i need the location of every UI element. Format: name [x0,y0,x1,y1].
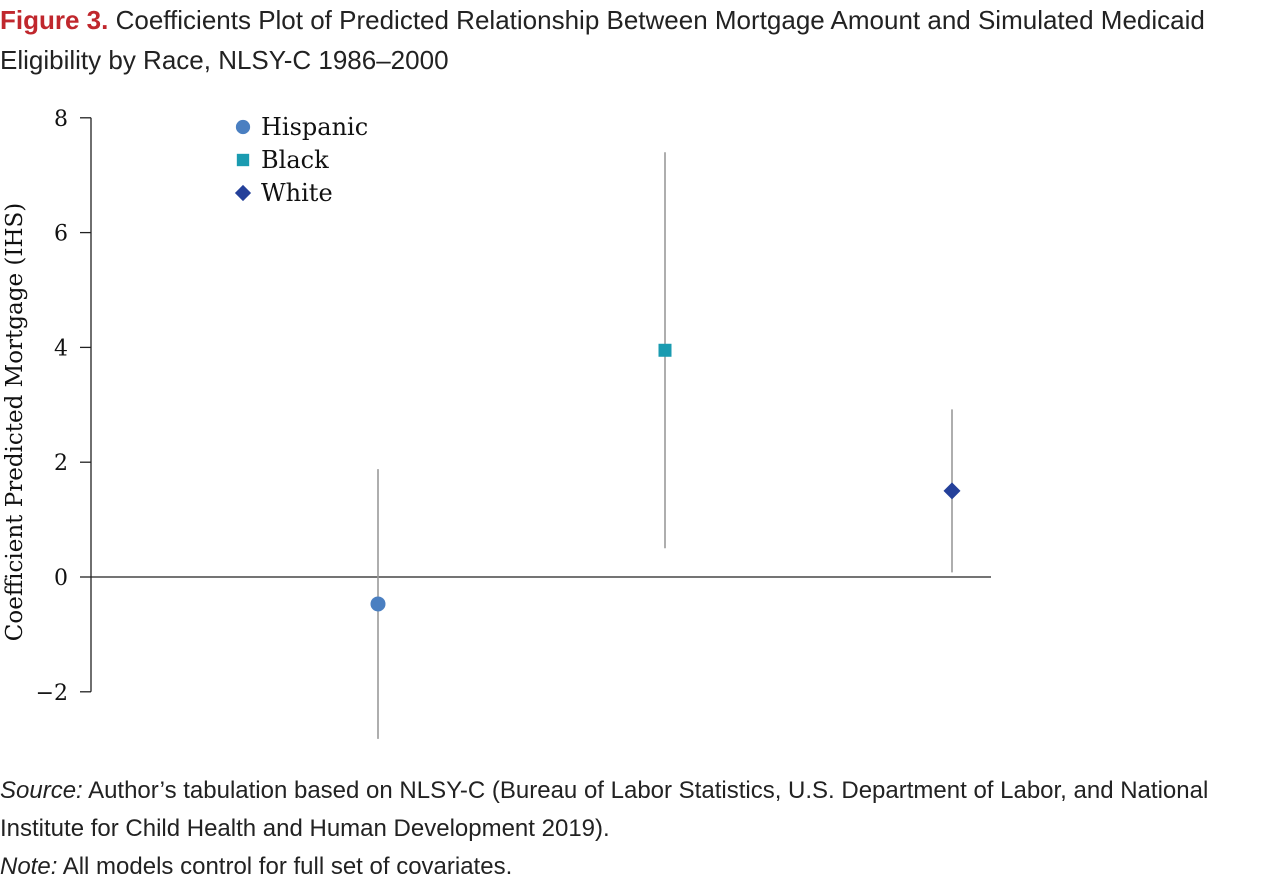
markers [370,343,961,612]
y-tick-label: −2 [36,681,68,706]
y-tick-label: 6 [54,222,68,247]
legend-marker-hispanic [235,119,251,135]
legend-label-white: White [261,179,333,207]
legend-marker-white [234,184,252,202]
y-tick-label: 2 [54,451,68,476]
note-text: All models control for full set of covar… [57,853,513,880]
source-note: Source: Author’s tabulation based on NLS… [0,772,1278,848]
point-hispanic [370,596,386,612]
covariates-note: Note: All models control for full set of… [0,848,1278,886]
point-white [943,482,961,500]
source-text: Author’s tabulation based on NLSY-C (Bur… [0,777,1209,842]
legend-label-black: Black [261,146,329,174]
figure-title: Coefficients Plot of Predicted Relations… [0,5,1205,75]
y-tick-label: 0 [54,566,68,591]
y-tick-label: 4 [54,336,68,361]
legend: Hispanic Black White [234,113,368,207]
figure-caption: Figure 3. Coefficients Plot of Predicted… [0,0,1276,80]
figure-label: Figure 3. [0,5,109,35]
y-axis-label: Coefficient Predicted Mortgage (IHS) [2,203,28,641]
point-black [658,343,672,357]
source-label: Source: [0,777,83,804]
legend-label-hispanic: Hispanic [261,113,368,141]
y-axis: 8 6 4 2 0 −2 [36,107,92,706]
y-tick-label: 8 [54,107,68,132]
note-label: Note: [0,853,58,880]
error-bars [377,152,953,739]
coefficient-plot: 8 6 4 2 0 −2 Hispanic Black White Coefficient P… [2,107,991,739]
legend-marker-black [236,153,250,167]
figure-notes: Source: Author’s tabulation based on NLS… [0,772,1278,886]
